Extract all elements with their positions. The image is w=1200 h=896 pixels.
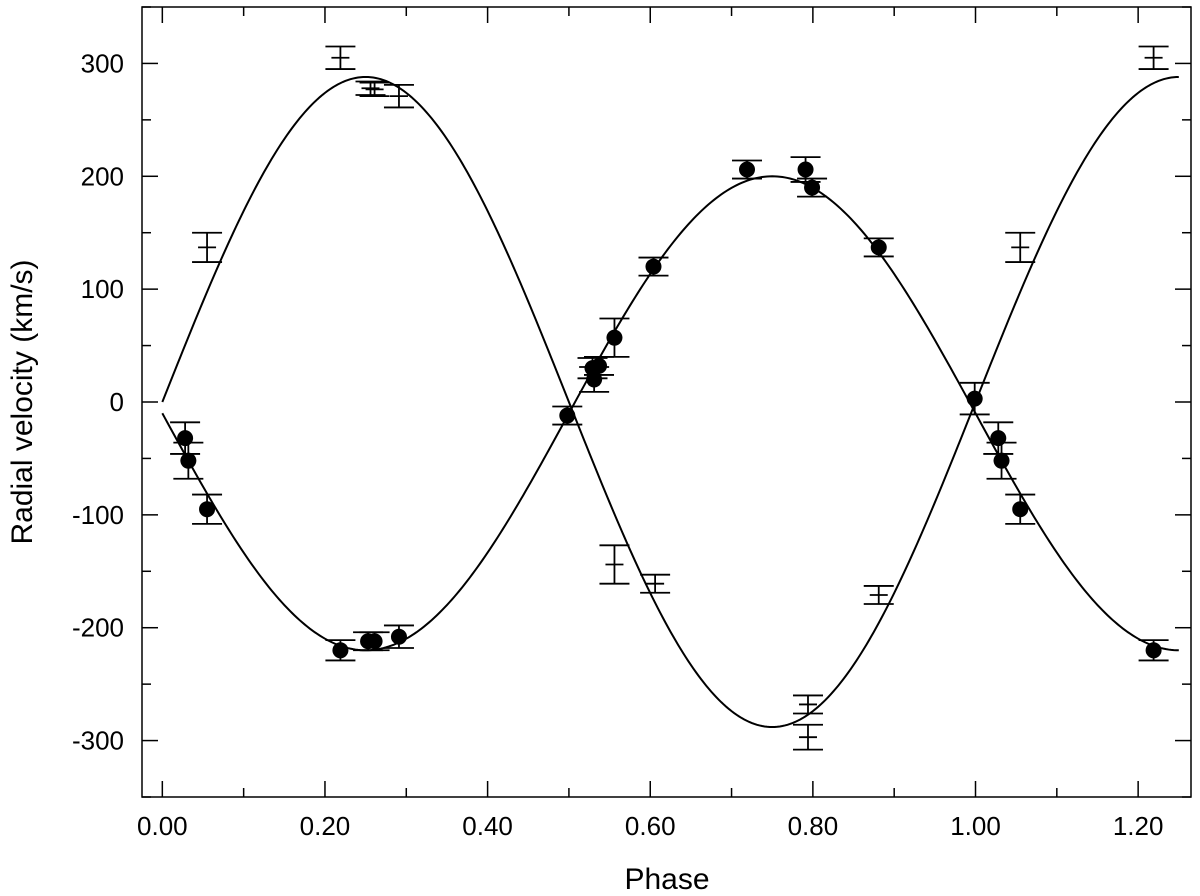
x-tick-label: 1.00 bbox=[950, 811, 1001, 841]
errorbar-point bbox=[383, 83, 414, 109]
filled-point bbox=[170, 421, 201, 455]
fit-curve-1 bbox=[161, 75, 1179, 729]
filled-point bbox=[797, 177, 828, 198]
x-axis-label: Phase bbox=[624, 863, 709, 896]
y-tick-label: 0 bbox=[110, 387, 124, 417]
point-marker bbox=[332, 642, 349, 659]
filled-point bbox=[983, 421, 1014, 455]
y-tick-label: 100 bbox=[81, 274, 124, 304]
point-marker bbox=[990, 430, 1007, 447]
point-marker bbox=[366, 633, 383, 650]
y-axis-label: Radial velocity (km/s) bbox=[6, 259, 39, 544]
errorbar-point bbox=[359, 81, 390, 98]
plot-frame bbox=[141, 6, 1192, 798]
filled-point bbox=[959, 381, 990, 416]
filled-point bbox=[383, 624, 414, 649]
point-marker bbox=[180, 452, 197, 469]
point-marker bbox=[645, 258, 662, 275]
filled-point bbox=[986, 441, 1017, 480]
filled-point bbox=[638, 256, 669, 277]
x-tick-label: 0.40 bbox=[462, 811, 513, 841]
filled-point bbox=[584, 355, 615, 376]
fit-curve-2 bbox=[161, 175, 1179, 652]
point-marker bbox=[804, 179, 821, 196]
y-tick-label: -100 bbox=[72, 500, 124, 530]
errorbar-point bbox=[792, 694, 823, 715]
filled-point bbox=[732, 159, 763, 180]
x-tick-label: 0.80 bbox=[788, 811, 839, 841]
errorbar-point bbox=[599, 544, 630, 585]
point-marker bbox=[591, 357, 608, 374]
point-marker bbox=[1145, 642, 1162, 659]
x-tick-label: 0.60 bbox=[625, 811, 676, 841]
point-marker bbox=[739, 161, 756, 178]
filled-point bbox=[192, 493, 223, 525]
data-points bbox=[170, 45, 1169, 751]
y-tick-label: -200 bbox=[72, 613, 124, 643]
errorbar-point bbox=[192, 231, 223, 263]
errorbar-point bbox=[1138, 45, 1169, 70]
y-tick-label: 300 bbox=[81, 48, 124, 78]
errorbar-point bbox=[1005, 231, 1036, 263]
point-marker bbox=[606, 329, 623, 346]
point-marker bbox=[559, 407, 576, 424]
x-tick-label: 0.00 bbox=[137, 811, 188, 841]
point-marker bbox=[199, 501, 216, 518]
errorbar-point bbox=[355, 80, 386, 96]
filled-point bbox=[863, 237, 894, 258]
point-marker bbox=[966, 390, 983, 407]
y-tick-label: -300 bbox=[72, 726, 124, 756]
filled-point bbox=[173, 441, 204, 480]
point-marker bbox=[797, 161, 814, 178]
x-tick-label: 0.20 bbox=[300, 811, 351, 841]
point-marker bbox=[870, 239, 887, 256]
filled-point bbox=[359, 631, 390, 652]
filled-point bbox=[552, 405, 583, 426]
errorbar-point bbox=[640, 573, 671, 594]
axis-ticks: 0.00 0.20 0.40 0.60 0.80 1.00 1.20 -300 -200 -100… bbox=[72, 6, 1191, 841]
x-tick-label: 1.20 bbox=[1113, 811, 1164, 841]
filled-point bbox=[325, 639, 356, 662]
point-marker bbox=[993, 452, 1010, 469]
point-marker bbox=[177, 430, 194, 447]
errorbar-point bbox=[792, 723, 823, 751]
point-marker bbox=[390, 628, 407, 645]
fit-curves bbox=[161, 75, 1179, 729]
filled-point bbox=[1138, 639, 1169, 662]
filled-point bbox=[599, 317, 630, 358]
errorbar-point bbox=[863, 585, 894, 605]
filled-point bbox=[1005, 493, 1036, 525]
point-marker bbox=[1012, 501, 1029, 518]
y-tick-label: 200 bbox=[81, 161, 124, 191]
errorbar-point bbox=[325, 45, 356, 70]
